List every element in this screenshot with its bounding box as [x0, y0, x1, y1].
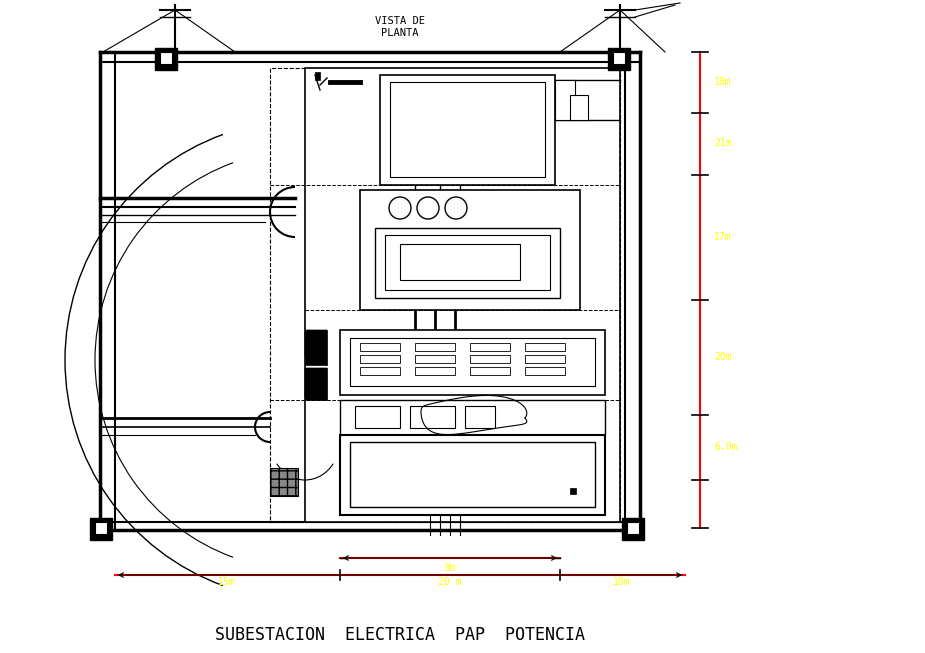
Bar — [627, 522, 639, 534]
Text: SUBESTACION  ELECTRICA  PAP  POTENCIA: SUBESTACION ELECTRICA PAP POTENCIA — [215, 626, 585, 644]
Bar — [525, 343, 565, 351]
Bar — [415, 367, 455, 375]
Bar — [390, 82, 545, 177]
Bar — [270, 468, 298, 496]
Bar — [613, 52, 625, 64]
Text: 15m: 15m — [218, 577, 236, 587]
Bar — [608, 48, 630, 70]
Text: 17m: 17m — [714, 232, 732, 242]
Bar — [622, 518, 644, 540]
Bar — [350, 442, 595, 507]
Bar — [360, 190, 580, 310]
Bar — [355, 406, 400, 428]
Bar — [400, 244, 520, 280]
Bar — [340, 400, 605, 435]
Bar — [95, 522, 107, 534]
Bar — [385, 235, 550, 290]
Text: 21m: 21m — [714, 138, 732, 148]
Bar — [570, 488, 576, 494]
Bar — [360, 355, 400, 363]
Bar — [315, 72, 320, 80]
Polygon shape — [305, 330, 327, 355]
Bar — [470, 355, 510, 363]
Text: 6.0m: 6.0m — [714, 442, 737, 452]
Bar — [525, 367, 565, 375]
Bar — [360, 343, 400, 351]
Bar — [415, 343, 455, 351]
Bar — [305, 68, 620, 522]
Bar — [305, 330, 327, 365]
Text: 20m: 20m — [714, 352, 732, 362]
Text: 18m: 18m — [714, 77, 732, 87]
Bar — [555, 80, 575, 120]
Bar — [340, 435, 605, 515]
Bar — [570, 95, 588, 120]
Bar — [470, 367, 510, 375]
Bar — [305, 368, 327, 400]
Bar — [270, 68, 620, 522]
Polygon shape — [305, 368, 327, 398]
Bar — [470, 343, 510, 351]
Bar — [340, 330, 605, 395]
Bar — [360, 367, 400, 375]
Bar — [410, 406, 455, 428]
Text: VISTA DE
PLANTA: VISTA DE PLANTA — [375, 16, 425, 38]
Bar — [350, 338, 595, 386]
Bar — [525, 355, 565, 363]
Bar — [415, 355, 455, 363]
Text: 8m: 8m — [444, 563, 456, 573]
Bar — [155, 48, 177, 70]
Text: 20 m: 20 m — [438, 577, 462, 587]
Bar — [90, 518, 112, 540]
Bar — [375, 228, 560, 298]
Bar — [160, 52, 172, 64]
Text: 18m: 18m — [613, 577, 631, 587]
Bar — [465, 406, 495, 428]
Bar — [380, 75, 555, 185]
